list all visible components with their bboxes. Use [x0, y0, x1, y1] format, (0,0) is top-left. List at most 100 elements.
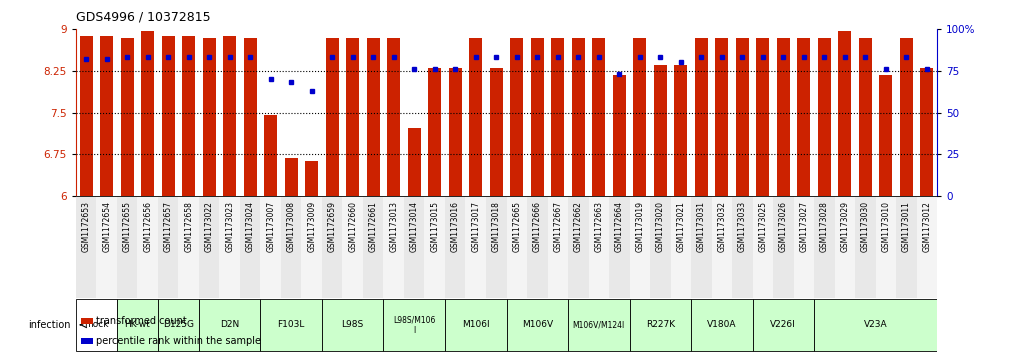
- Bar: [859, 38, 872, 196]
- Bar: [674, 65, 688, 196]
- Bar: [240, 196, 260, 298]
- Text: GSM1172659: GSM1172659: [328, 201, 336, 252]
- Text: GSM1172655: GSM1172655: [123, 201, 132, 252]
- Bar: [547, 196, 568, 298]
- Text: percentile rank within the sample: percentile rank within the sample: [96, 336, 261, 346]
- Text: M106V: M106V: [522, 321, 553, 329]
- Bar: [424, 196, 445, 298]
- Bar: [650, 196, 671, 298]
- FancyBboxPatch shape: [199, 299, 260, 351]
- Bar: [203, 38, 216, 196]
- Text: mock: mock: [84, 321, 108, 329]
- Bar: [735, 38, 749, 196]
- Bar: [835, 196, 855, 298]
- Bar: [671, 196, 691, 298]
- Text: GSM1173022: GSM1173022: [205, 201, 214, 252]
- Bar: [855, 196, 875, 298]
- Bar: [220, 196, 240, 298]
- Bar: [76, 196, 96, 298]
- FancyBboxPatch shape: [116, 299, 158, 351]
- FancyBboxPatch shape: [568, 299, 629, 351]
- Text: GSM1172665: GSM1172665: [513, 201, 522, 252]
- Bar: [367, 38, 380, 196]
- Bar: [571, 38, 585, 196]
- Text: GSM1173024: GSM1173024: [246, 201, 254, 252]
- Bar: [797, 38, 810, 196]
- Bar: [756, 38, 770, 196]
- FancyBboxPatch shape: [260, 299, 322, 351]
- Bar: [613, 75, 626, 196]
- Bar: [527, 196, 547, 298]
- Bar: [568, 196, 589, 298]
- FancyBboxPatch shape: [445, 299, 506, 351]
- Bar: [793, 196, 814, 298]
- Text: GSM1173031: GSM1173031: [697, 201, 706, 252]
- Text: GSM1173020: GSM1173020: [655, 201, 665, 252]
- Bar: [633, 38, 646, 196]
- Bar: [445, 196, 466, 298]
- Text: GSM1173008: GSM1173008: [287, 201, 296, 252]
- Bar: [305, 161, 318, 196]
- Text: GSM1173016: GSM1173016: [451, 201, 460, 252]
- Text: D2N: D2N: [220, 321, 239, 329]
- Bar: [629, 196, 650, 298]
- Text: GSM1173009: GSM1173009: [307, 201, 316, 252]
- Bar: [489, 68, 502, 196]
- Bar: [223, 36, 236, 196]
- Bar: [346, 38, 360, 196]
- Bar: [589, 196, 609, 298]
- Bar: [199, 196, 220, 298]
- Text: GSM1173025: GSM1173025: [759, 201, 767, 252]
- FancyBboxPatch shape: [691, 299, 753, 351]
- Bar: [777, 38, 790, 196]
- Text: GSM1172660: GSM1172660: [348, 201, 358, 252]
- Bar: [138, 196, 158, 298]
- Bar: [264, 115, 278, 196]
- Text: GSM1173017: GSM1173017: [471, 201, 480, 252]
- Bar: [260, 196, 281, 298]
- Bar: [897, 196, 917, 298]
- Bar: [711, 196, 732, 298]
- Text: L98S/M106
I: L98S/M106 I: [393, 315, 436, 335]
- Bar: [920, 68, 933, 196]
- Bar: [511, 38, 524, 196]
- Bar: [285, 158, 298, 196]
- FancyBboxPatch shape: [629, 299, 691, 351]
- Bar: [178, 196, 199, 298]
- Bar: [879, 75, 892, 196]
- Bar: [387, 38, 400, 196]
- Bar: [917, 196, 937, 298]
- Bar: [653, 65, 667, 196]
- Text: GSM1172662: GSM1172662: [573, 201, 582, 252]
- Text: GSM1172663: GSM1172663: [595, 201, 604, 252]
- Bar: [838, 31, 852, 196]
- Bar: [449, 68, 462, 196]
- Bar: [363, 196, 384, 298]
- Bar: [141, 31, 154, 196]
- Text: GSM1172667: GSM1172667: [553, 201, 562, 252]
- Bar: [100, 36, 113, 196]
- Text: R227K: R227K: [645, 321, 675, 329]
- Bar: [592, 38, 606, 196]
- Text: GSM1173023: GSM1173023: [225, 201, 234, 252]
- Bar: [428, 68, 442, 196]
- Text: HK-wt: HK-wt: [125, 321, 150, 329]
- Text: M106I: M106I: [462, 321, 489, 329]
- Bar: [900, 38, 913, 196]
- Text: GSM1173028: GSM1173028: [820, 201, 829, 252]
- Bar: [404, 196, 424, 298]
- Text: transformed count: transformed count: [96, 316, 187, 326]
- FancyBboxPatch shape: [384, 299, 445, 351]
- Text: GSM1172666: GSM1172666: [533, 201, 542, 252]
- Text: GDS4996 / 10372815: GDS4996 / 10372815: [76, 11, 211, 24]
- Text: GSM1173019: GSM1173019: [635, 201, 644, 252]
- Text: GSM1173015: GSM1173015: [431, 201, 440, 252]
- Text: GSM1172654: GSM1172654: [102, 201, 111, 252]
- Bar: [814, 196, 835, 298]
- FancyBboxPatch shape: [753, 299, 814, 351]
- Text: F103L: F103L: [278, 321, 305, 329]
- FancyBboxPatch shape: [814, 299, 937, 351]
- Bar: [161, 36, 175, 196]
- Bar: [817, 38, 831, 196]
- Text: GSM1172658: GSM1172658: [184, 201, 193, 252]
